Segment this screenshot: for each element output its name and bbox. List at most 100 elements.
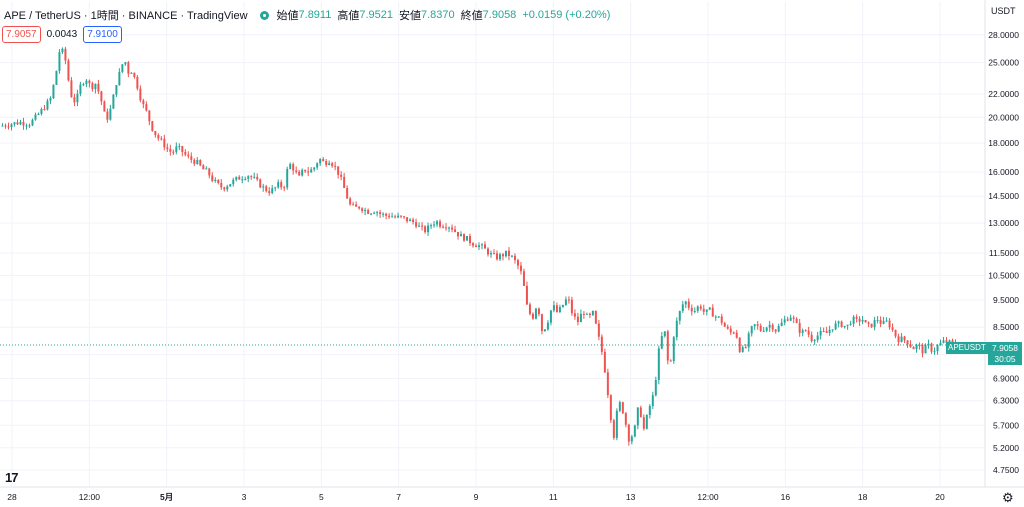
candle-body: [58, 52, 61, 71]
candle-body: [711, 307, 714, 317]
candle-body: [810, 334, 813, 342]
tradingview-logo-icon[interactable]: 17: [5, 470, 19, 485]
candle-body: [942, 340, 945, 343]
candle-body: [798, 322, 801, 333]
candle-body: [672, 337, 675, 362]
time-tick-label: 13: [626, 492, 636, 502]
candle-body: [235, 176, 238, 180]
candle-body: [274, 187, 277, 189]
candle-body: [37, 113, 40, 115]
candle-body: [744, 347, 747, 349]
candle-body: [445, 227, 448, 229]
candle-body: [906, 340, 909, 345]
price-tick-label: 5.2000: [993, 443, 1019, 453]
candle-body: [735, 332, 738, 338]
candle-body: [280, 182, 283, 188]
time-tick-label: 11: [549, 492, 558, 502]
candle-body: [265, 186, 268, 192]
candle-body: [738, 337, 741, 352]
buy-price-button[interactable]: 7.9100: [83, 26, 122, 43]
candle-body: [343, 176, 346, 188]
time-tick-label: 5: [319, 492, 324, 502]
candle-body: [675, 320, 678, 338]
candle-body: [373, 212, 376, 214]
candle-body: [648, 405, 651, 415]
candle-body: [178, 146, 181, 148]
candle-body: [582, 313, 585, 315]
candle-body: [121, 64, 124, 72]
candle-body: [388, 215, 391, 218]
candle-body: [154, 131, 157, 136]
candle-body: [891, 327, 894, 330]
candle-body: [43, 109, 46, 111]
price-tick-label: 25.0000: [988, 58, 1019, 68]
candle-body: [843, 325, 846, 328]
change-value: +0.0159 (+0.20%): [522, 9, 611, 21]
candle-body: [97, 83, 100, 92]
candle-body: [85, 80, 88, 85]
candle-body: [295, 170, 298, 172]
candle-body: [406, 217, 409, 222]
settings-gear-icon[interactable]: ⚙: [1002, 490, 1014, 505]
candle-body: [250, 176, 253, 178]
close-value: 7.9058: [482, 9, 517, 21]
candle-body: [786, 319, 789, 321]
open-label: 始値: [276, 10, 299, 22]
candle-body: [1, 125, 4, 127]
candle-body: [642, 417, 645, 429]
price-tick-label: 9.5000: [993, 295, 1019, 305]
candle-body: [208, 168, 211, 176]
candle-body: [298, 171, 301, 176]
candle-body: [660, 336, 663, 349]
candle-body: [909, 344, 912, 348]
candle-body: [103, 101, 106, 112]
symbol-title[interactable]: APE / TetherUS · 1時間 · BINANCE · Trading…: [4, 10, 248, 22]
price-tick-label: 8.5000: [993, 322, 1019, 332]
candle-body: [630, 436, 633, 442]
close-label: 終値: [460, 10, 483, 22]
candle-body: [537, 308, 540, 315]
candle-body: [687, 301, 690, 308]
candle-body: [693, 310, 696, 312]
market-status-icon: [259, 10, 269, 20]
candle-body: [576, 316, 579, 323]
candle-body: [469, 236, 472, 244]
candle-body: [867, 322, 870, 324]
price-tick-label: 28.0000: [988, 30, 1019, 40]
candle-body: [433, 224, 436, 226]
candle-body: [795, 318, 798, 323]
candle-body: [936, 345, 939, 352]
candle-body: [504, 250, 507, 257]
candle-body: [22, 121, 25, 126]
candle-body: [690, 307, 693, 312]
sell-price-button[interactable]: 7.9057: [2, 26, 41, 43]
candle-body: [633, 425, 636, 437]
candle-body: [567, 299, 570, 301]
candle-body: [750, 326, 753, 334]
candle-body: [915, 344, 918, 350]
candle-body: [510, 255, 513, 257]
candle-body: [723, 322, 726, 327]
candle-body: [13, 122, 16, 125]
candle-body: [531, 313, 534, 319]
candle-body: [205, 168, 208, 170]
candle-body: [612, 420, 615, 438]
candle-body: [106, 111, 109, 120]
candle-body: [112, 94, 115, 109]
candle-body: [10, 124, 13, 127]
currency-label[interactable]: USDT: [991, 6, 1016, 16]
price-tick-label: 13.0000: [988, 218, 1019, 228]
chart-header: APE / TetherUS · 1時間 · BINANCE · Trading…: [4, 7, 616, 23]
candle-body: [184, 151, 187, 155]
candle-body: [534, 308, 537, 319]
candle-body: [516, 260, 519, 266]
candle-body: [271, 188, 274, 194]
candle-body: [555, 305, 558, 313]
candle-body: [466, 236, 469, 241]
time-tick-label: 5月: [160, 492, 173, 502]
candle-body: [636, 407, 639, 426]
candle-body: [543, 329, 546, 332]
candle-body: [448, 227, 451, 229]
candle-body: [199, 159, 202, 166]
